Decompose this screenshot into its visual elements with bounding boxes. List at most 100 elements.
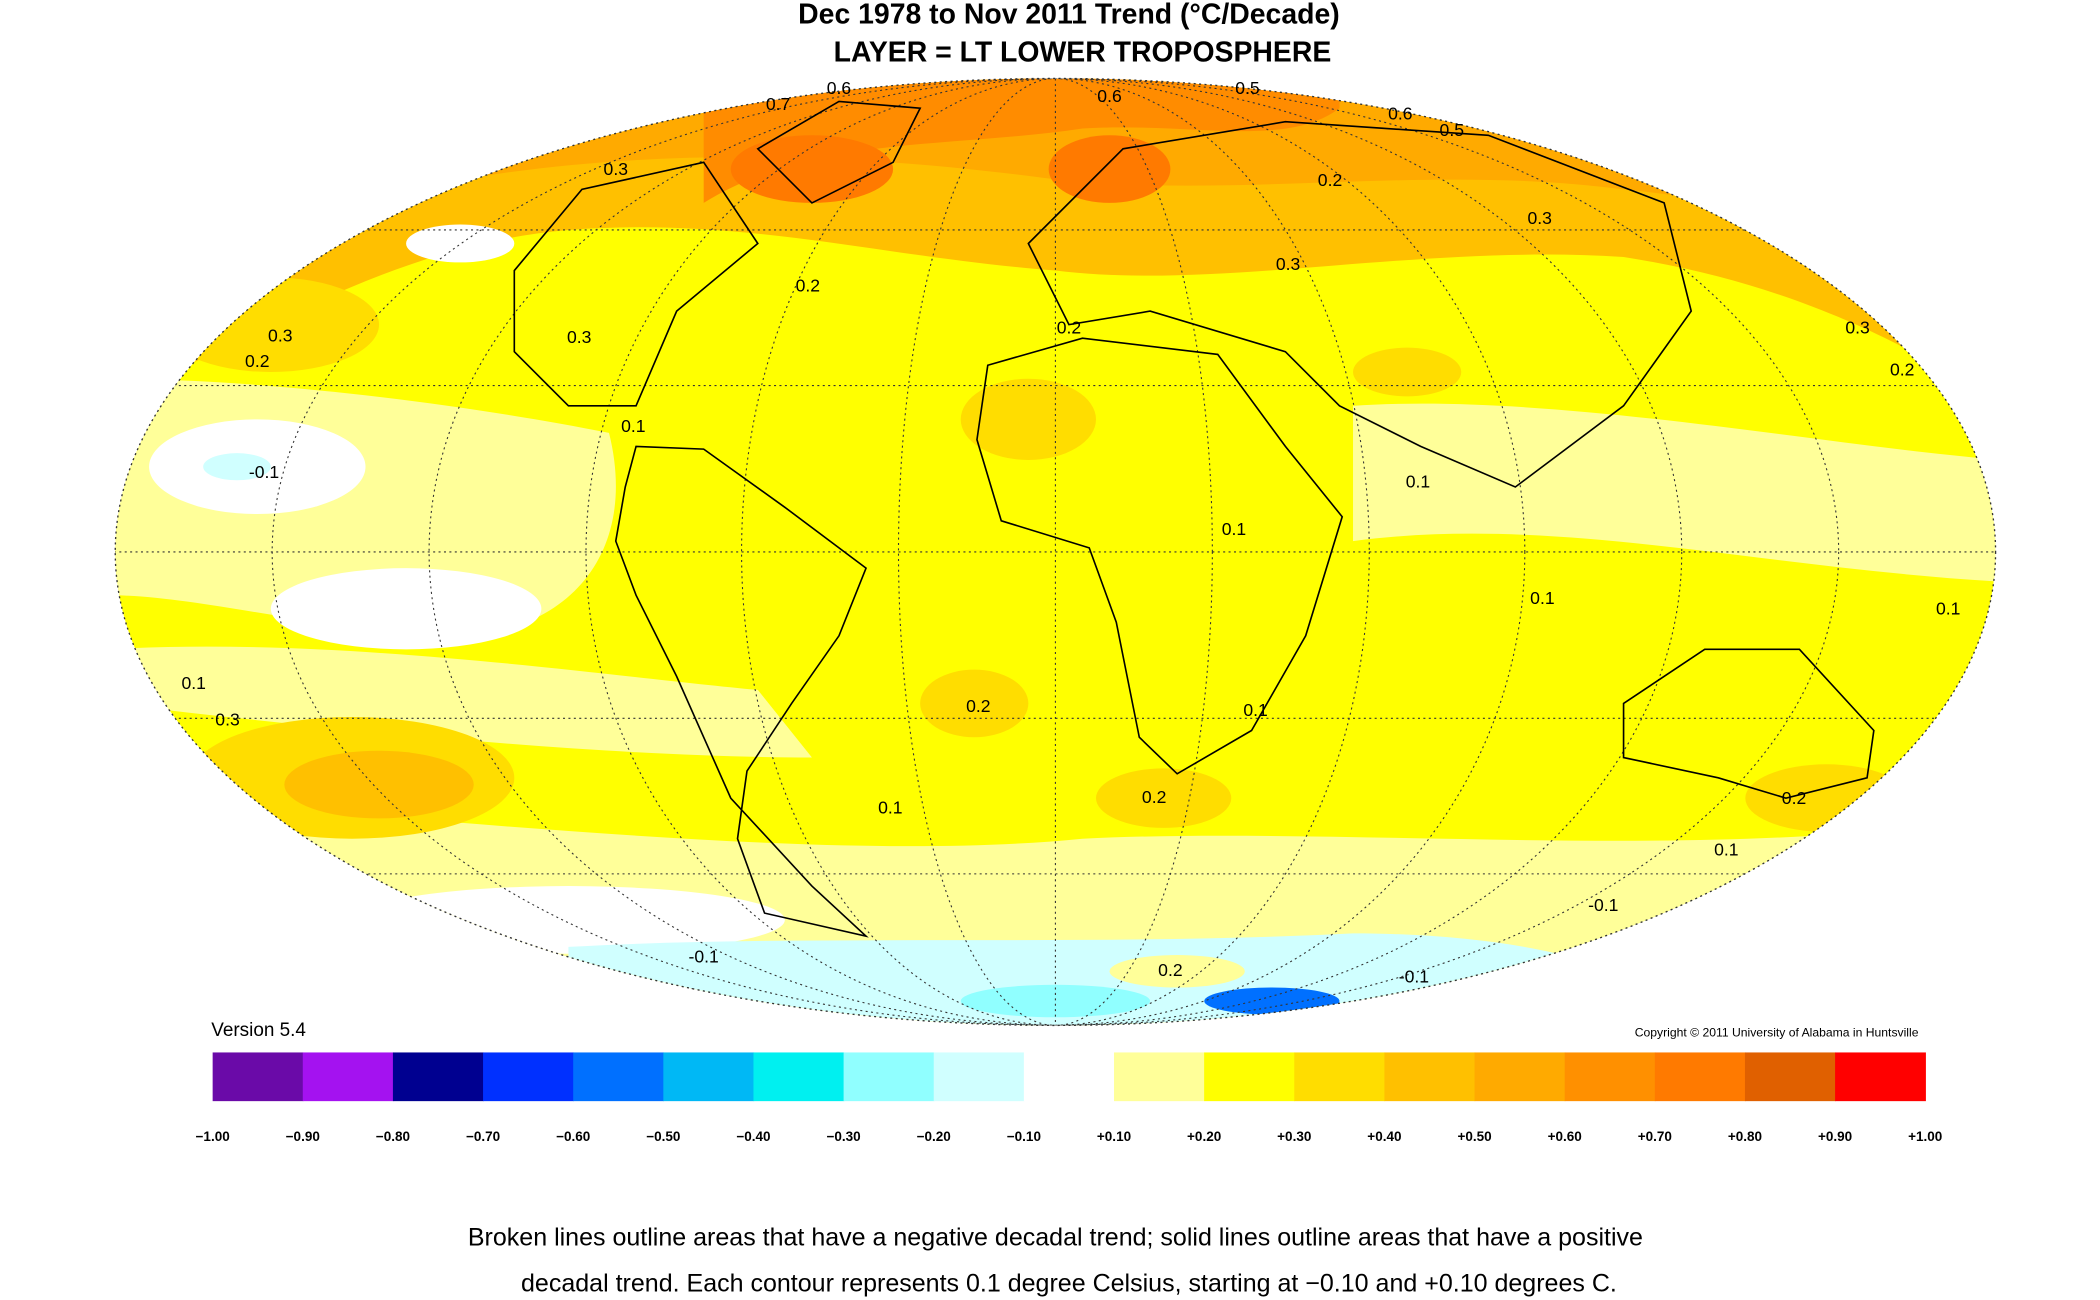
field-region [960,984,1151,1018]
contour-label: 0.2 [1318,170,1342,190]
contour-label: 0.2 [1057,317,1081,337]
contour-label: 0.3 [1276,254,1300,274]
field-region [270,568,542,650]
color-swatch [663,1052,755,1102]
contour-label: -0.1 [1399,967,1429,987]
field-region [1745,764,1908,832]
colorbar-tick-label: +0.50 [1457,1129,1491,1144]
field-region [730,135,894,203]
colorbar-tick-label: +0.40 [1367,1129,1401,1144]
colorbar-tick-label: +0.60 [1548,1129,1582,1144]
contour-label: 0.6 [1097,86,1121,106]
contour-label: 0.3 [215,710,239,730]
contour-label: 0.5 [1440,120,1465,140]
colorbar-tick-label: −1.00 [196,1129,230,1144]
caption-line: Broken lines outline areas that have a n… [468,1224,1643,1252]
color-swatch [843,1052,935,1102]
contour-label: 0.2 [1158,960,1182,980]
field-region [1353,403,1996,582]
contour-label: 0.1 [1714,840,1738,860]
subtitle: LAYER = LT LOWER TROPOSPHERE [834,37,1332,69]
color-swatch [1204,1052,1295,1102]
version: Version 5.4 [211,1020,306,1041]
field-region [284,750,474,819]
contour-label: 0.1 [1406,472,1430,492]
field-region [406,224,515,263]
map [115,78,1996,1026]
contour-label: 0.2 [1142,787,1166,807]
contour-label: 0.1 [878,798,902,818]
colorbar-tick-label: +0.90 [1818,1129,1852,1144]
contour-label: 0.6 [827,78,851,98]
field-region [920,669,1029,738]
map-border [114,77,1997,1027]
field-region [1109,955,1245,988]
color-swatch [1835,1052,1926,1102]
colorbar-tick-label: −0.20 [917,1129,951,1144]
contour-label: 0.1 [181,673,205,693]
field-region [960,378,1096,460]
color-swatch [573,1052,665,1102]
color-swatch [1384,1052,1476,1102]
color-swatch [1474,1052,1566,1102]
color-swatch [933,1052,1025,1102]
color-swatch [392,1052,484,1102]
colorbar-tick-label: +1.00 [1908,1129,1942,1144]
contour-label: -0.1 [1588,895,1618,915]
color-swatch [212,1052,304,1102]
color-swatch [1654,1052,1746,1102]
colorbar: −1.00 −0.90 −0.80 −0.70 −0.60 −0.50 −0.40 −0.30… [196,1052,1942,1144]
field-region [115,646,812,758]
coastlines [513,100,1875,938]
color-swatch [1294,1052,1386,1102]
contour-label: 0.3 [1527,208,1551,228]
color-swatch [1023,1052,1115,1102]
colorbar-tick-label: −0.10 [1007,1129,1041,1144]
colorbar-tick-label: +0.70 [1638,1129,1672,1144]
caption-line: decadal trend. Each contour represents 0… [521,1270,1617,1298]
contour-label: 0.1 [1936,599,1960,619]
color-swatch [302,1052,394,1102]
color-swatch [753,1052,845,1102]
contour-label: 0.1 [1222,519,1246,539]
colorbar-tick-label: −0.50 [646,1129,680,1144]
contour-label: 0.3 [1845,317,1869,337]
contour-label: 0.2 [966,696,990,716]
copyright: Copyright © 2011 University of Alabama i… [1635,1026,1919,1040]
colorbar-tick-label: −0.90 [286,1129,320,1144]
field-region [1048,135,1171,203]
field-region [1353,347,1462,397]
colorbar-tick-label: +0.20 [1187,1129,1221,1144]
colorbar-tick-label: −0.40 [736,1129,770,1144]
colorbar-tick-label: +0.80 [1728,1129,1762,1144]
colorbar-tick-label: −0.70 [466,1129,500,1144]
contour-labels: 0.6 0.7 0.6 0.5 0.6 0.5 0.3 0.2 0.3 0.2 0.3 0.3 0.2 0… [181,78,1960,987]
contour-label: 0.1 [1243,700,1267,720]
field-region [203,453,271,481]
field-region [1095,768,1232,828]
contour-label: 0.2 [796,275,820,295]
contour-label: 0.2 [1782,788,1806,808]
contour-label: 0.3 [604,159,628,179]
title: Dec 1978 to Nov 2011 Trend (°C/Decade) [798,0,1340,31]
contour-label: 0.3 [268,325,292,345]
color-swatch [1564,1052,1656,1102]
colorbar-tick-label: −0.30 [826,1129,860,1144]
contour-label: 0.5 [1235,78,1260,98]
colorbar-tick-label: −0.60 [556,1129,590,1144]
contour-label: 0.3 [567,327,591,347]
contour-label: 0.2 [245,351,269,371]
colorbar-tick-label: +0.30 [1277,1129,1311,1144]
color-swatch [483,1052,574,1102]
contour-label: 0.7 [766,94,790,114]
field-region [1204,987,1340,1015]
colorbar-tick-label: +0.10 [1097,1129,1131,1144]
color-swatch [1744,1052,1836,1102]
color-swatch [1114,1052,1205,1102]
contour-label: 0.6 [1388,104,1412,124]
contour-label: 0.1 [621,416,645,436]
contour-label: -0.1 [249,462,279,482]
contour-label: 0.2 [1890,359,1914,379]
